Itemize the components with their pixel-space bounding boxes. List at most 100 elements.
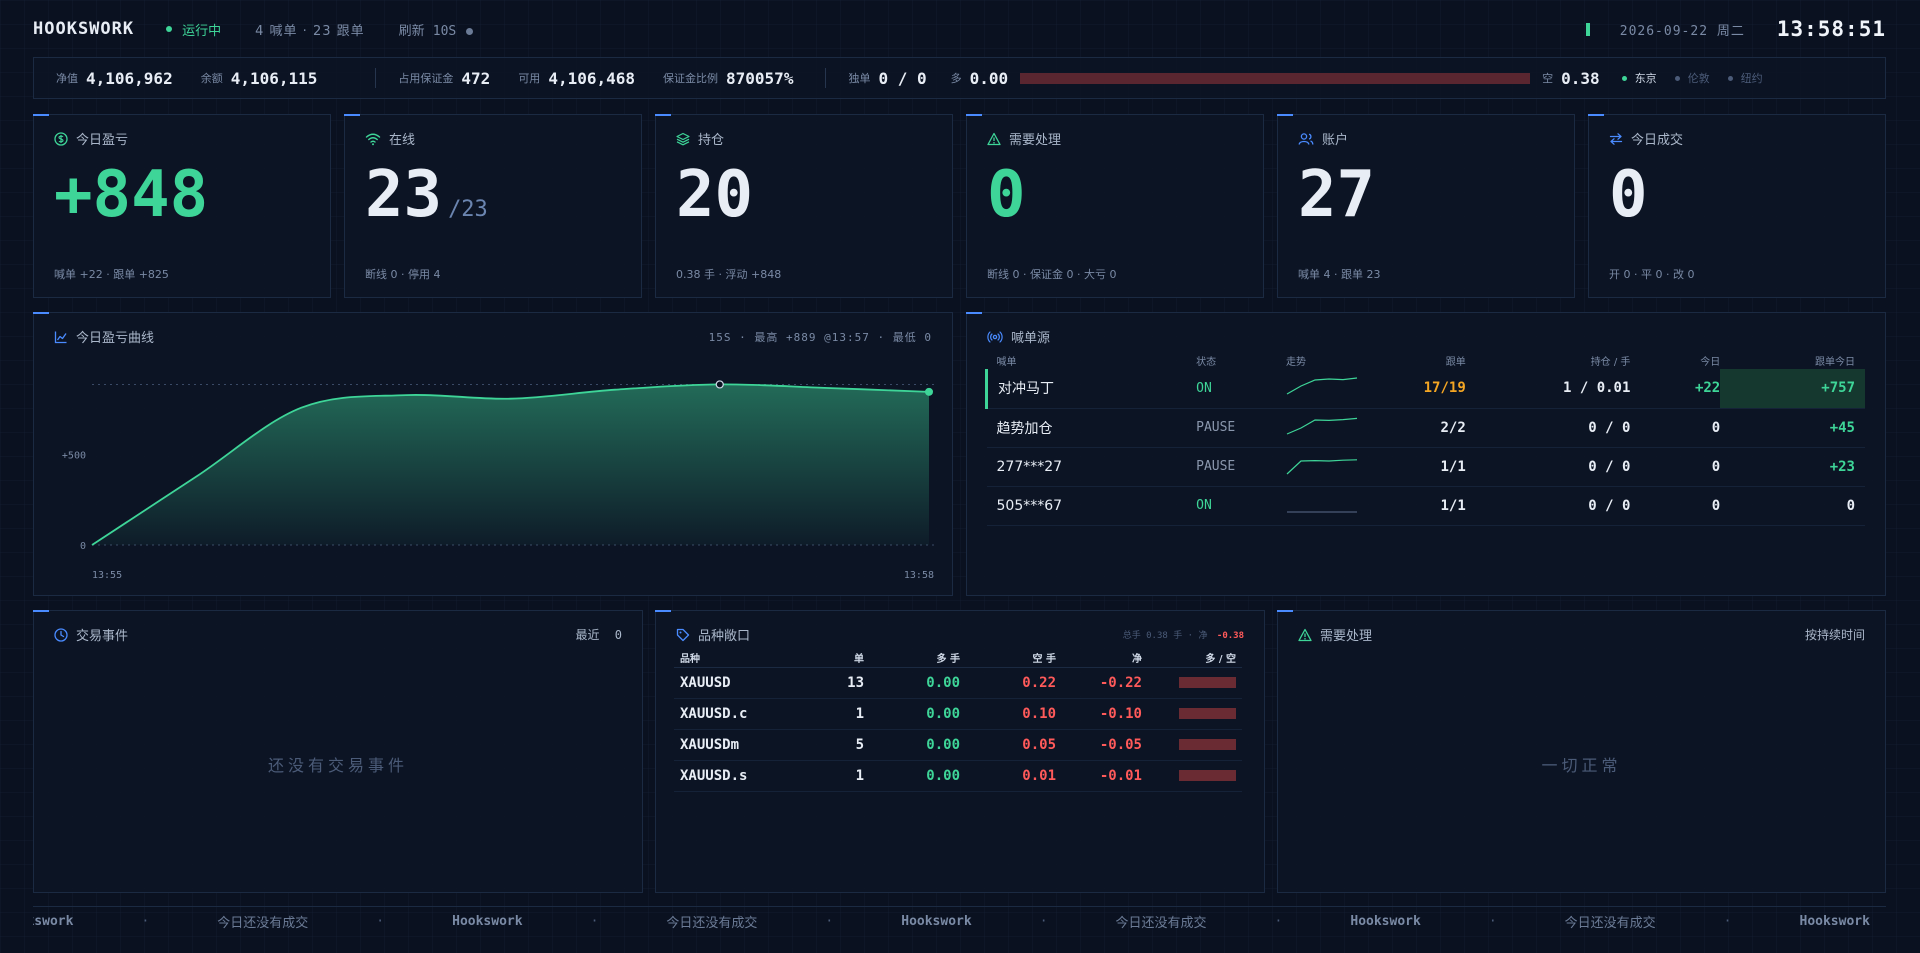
long-short-ratio-bar bbox=[1179, 739, 1236, 750]
long-value: 0.00 bbox=[969, 68, 1009, 88]
summary-net-value: -0.38 bbox=[1216, 631, 1244, 641]
card-today-trades[interactable]: 今日成交 0 开 0 · 平 0 · 改 0 bbox=[1588, 114, 1886, 298]
table-row[interactable]: XAUUSD.c 1 0.00 0.10 -0.10 bbox=[674, 698, 1242, 730]
col-header: 多 / 空 bbox=[1142, 649, 1242, 668]
current-date: 2026-09-22 周二 bbox=[1619, 23, 1745, 39]
followers-count: 1/1 bbox=[1375, 486, 1466, 526]
card-title: 需要处理 bbox=[1009, 133, 1062, 148]
col-header[interactable]: 今日 bbox=[1700, 356, 1721, 368]
today-pnl: +22 bbox=[1630, 369, 1721, 409]
chart-max-point bbox=[715, 380, 724, 389]
session-london[interactable]: 伦敦 bbox=[1674, 70, 1710, 86]
trade-events-panel: 交易事件 最近 0 还没有交易事件 bbox=[33, 610, 643, 893]
col-header[interactable]: 喊单 bbox=[996, 356, 1017, 368]
balance-value: 4,106,115 bbox=[230, 68, 318, 88]
today-pnl: 0 bbox=[1630, 408, 1721, 448]
col-header[interactable]: 品种 bbox=[674, 649, 814, 668]
recent-events-count: 最近 0 bbox=[576, 626, 622, 643]
session-newyork[interactable]: 纽约 bbox=[1727, 70, 1763, 86]
table-row[interactable]: XAUUSDm 5 0.00 0.05 -0.05 bbox=[674, 729, 1242, 761]
col-header[interactable]: 净 bbox=[1056, 649, 1142, 668]
card-accounts[interactable]: 账户 27 喊单 4 · 跟单 23 bbox=[1277, 114, 1575, 298]
card-attention[interactable]: 需要处理 0 断线 0 · 保证金 0 · 大亏 0 bbox=[966, 114, 1264, 298]
position-lots: 0 / 0 bbox=[1465, 486, 1631, 526]
warning-icon bbox=[987, 132, 1001, 145]
ticker-item: 今日还没有成交 bbox=[1115, 916, 1207, 931]
position-lots: 1 / 0.01 bbox=[1465, 369, 1631, 409]
col-header[interactable]: 跟单今日 bbox=[1815, 356, 1855, 368]
col-header[interactable]: 空 手 bbox=[960, 649, 1056, 668]
equity-label: 净值 bbox=[56, 72, 78, 85]
panel-title: 需要处理 bbox=[1320, 629, 1373, 644]
shouter-name: 对冲马丁 bbox=[985, 369, 1197, 409]
table-row[interactable]: 趋势加仓 PAUSE 2/2 0 / 0 0 +45 bbox=[986, 408, 1865, 448]
symbol-name: XAUUSD.c bbox=[674, 698, 814, 730]
symbol-name: XAUUSD bbox=[674, 667, 814, 699]
long-lots: 0.00 bbox=[864, 698, 960, 730]
shouter-name: 277***27 bbox=[986, 447, 1197, 487]
table-row[interactable]: 对冲马丁 ON 17/19 1 / 0.01 +22 +757 bbox=[985, 369, 1865, 409]
order-count: 1 bbox=[814, 698, 864, 730]
free-margin-label: 可用 bbox=[518, 72, 541, 85]
col-header[interactable]: 单 bbox=[814, 649, 864, 668]
card-value: 0 bbox=[987, 158, 1026, 232]
card-footnote: 喊单 4 · 跟单 23 bbox=[1298, 268, 1381, 281]
margin-label: 占用保证金 bbox=[398, 72, 454, 85]
col-header[interactable]: 多 手 bbox=[864, 649, 960, 668]
table-row[interactable]: XAUUSD.s 1 0.00 0.01 -0.01 bbox=[674, 760, 1242, 792]
card-today-pnl[interactable]: 今日盈亏 +848 喊单 +22 · 跟单 +825 bbox=[33, 114, 331, 298]
card-value: 0 bbox=[1609, 158, 1648, 232]
symbol-name: XAUUSD.s bbox=[674, 760, 814, 792]
table-header-row: 喊单 状态 走势 跟单 持仓 / 手 今日 跟单今日 bbox=[987, 351, 1866, 369]
card-online[interactable]: 在线 23/23 断线 0 · 停用 4 bbox=[344, 114, 642, 298]
shouter-name: 趋势加仓 bbox=[986, 408, 1197, 448]
col-header[interactable]: 持仓 / 手 bbox=[1590, 356, 1631, 368]
position-lots: 0 / 0 bbox=[1465, 408, 1631, 448]
sparkline-path bbox=[1286, 377, 1358, 395]
symbol-table: 品种 单 多 手 空 手 净 多 / 空 XAUUSD 13 0.00 0.22 -0.… bbox=[674, 649, 1242, 792]
card-title: 在线 bbox=[389, 133, 416, 148]
x-tick-label: 13:55 bbox=[92, 570, 122, 581]
margin-ratio-value: 870057% bbox=[726, 68, 794, 88]
long-short-ratio-bar bbox=[1179, 770, 1236, 781]
today-pnl: 0 bbox=[1630, 447, 1721, 487]
long-short-ratio-bar bbox=[1179, 708, 1236, 719]
attention-panel: 需要处理 按持续时间 一切正常 bbox=[1277, 610, 1886, 893]
order-count: 5 bbox=[814, 729, 864, 761]
sort-by-duration-button[interactable]: 按持续时间 bbox=[1804, 628, 1865, 642]
card-value: +848 bbox=[54, 158, 209, 232]
col-header[interactable]: 跟单 bbox=[1445, 356, 1466, 368]
card-positions[interactable]: 持仓 20 0.38 手 · 浮动 +848 bbox=[655, 114, 953, 298]
short-lots: 0.10 bbox=[960, 698, 1056, 730]
session-tokyo[interactable]: 东京 bbox=[1621, 70, 1657, 86]
y-tick-label: +500 bbox=[62, 451, 86, 462]
panel-title: 交易事件 bbox=[76, 629, 129, 644]
col-header[interactable]: 状态 bbox=[1196, 356, 1217, 368]
ticker-item: Hookswork bbox=[1799, 914, 1870, 929]
shouter-name: 505***67 bbox=[986, 486, 1197, 526]
connection-indicator-icon bbox=[1585, 22, 1590, 36]
followers-count: 1/1 bbox=[1375, 447, 1466, 487]
symbol-name: XAUUSDm bbox=[674, 729, 814, 761]
trend-sparkline-cell bbox=[1285, 447, 1376, 487]
ticker-item: 今日还没有成交 bbox=[217, 916, 309, 931]
direction-value: 0 / 0 bbox=[878, 68, 927, 88]
trend-sparkline-cell bbox=[1285, 486, 1376, 526]
card-footnote: 断线 0 · 保证金 0 · 大亏 0 bbox=[987, 268, 1117, 281]
long-lots: 0.00 bbox=[864, 667, 960, 699]
current-clock: 13:58:51 bbox=[1776, 17, 1886, 41]
pnl-area-chart: 0 +500 13:55 13:58 bbox=[62, 380, 934, 581]
short-lots: 0.05 bbox=[960, 729, 1056, 761]
long-short-bar-cell bbox=[1142, 729, 1242, 761]
swap-icon bbox=[1609, 132, 1623, 145]
tag-icon bbox=[676, 628, 690, 641]
symbol-exposure-panel: 品种敞口 总手 0.38 手 · 净 -0.38 品种 单 多 手 空 手 净 … bbox=[655, 610, 1265, 893]
ticker-item: Hookswork bbox=[452, 914, 523, 929]
bottom-ticker: Hookswork · 今日还没有成交 · Hookswork · 今日还没有成交 · Hook… bbox=[33, 906, 1886, 936]
follow-today-pnl: 0 bbox=[1720, 486, 1865, 526]
table-row[interactable]: XAUUSD 13 0.00 0.22 -0.22 bbox=[674, 667, 1242, 699]
table-row[interactable]: 277***27 PAUSE 1/1 0 / 0 0 +23 bbox=[986, 447, 1865, 487]
net-lots: -0.05 bbox=[1056, 729, 1142, 761]
refresh-toggle[interactable]: 刷新 10S bbox=[399, 20, 474, 39]
